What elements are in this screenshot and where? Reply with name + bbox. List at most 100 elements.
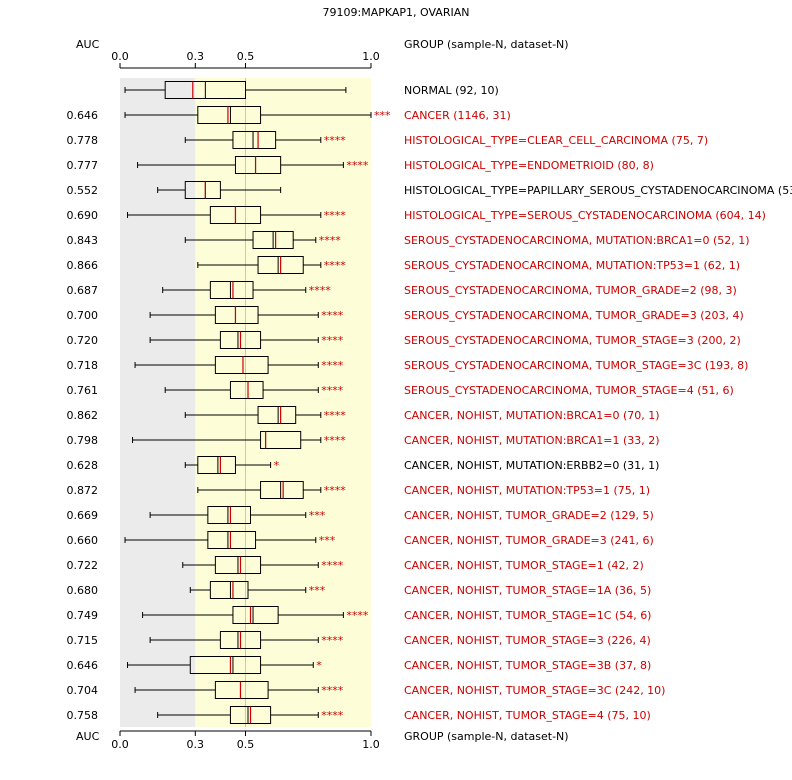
auc-value: 0.704 [67,684,99,697]
auc-value: 0.718 [67,359,99,372]
significance-stars: **** [346,159,369,172]
box-row: 0.872 **** CANCER, NOHIST, MUTATION:TP53=1… [67,481,650,499]
top-axis: AUC GROUP (sample-N, dataset-N) 0.0 0.3 0.… [76,38,569,69]
box-row: 0.700 **** SEROUS_CYSTADENOCARCINOMA, TUMO… [67,306,744,324]
box-row: 0.761 **** SEROUS_CYSTADENOCARCINOMA, TUMO… [67,381,734,399]
auc-value: 0.843 [67,234,99,247]
auc-value: 0.690 [67,209,99,222]
significance-stars: **** [321,309,344,322]
significance-stars: * [316,659,322,672]
auc-value: 0.680 [67,584,99,597]
auc-value: 0.646 [67,109,99,122]
bottom-tick-label: 0.3 [187,738,205,751]
group-label: CANCER, NOHIST, MUTATION:TP53=1 (75, 1) [404,484,650,497]
auc-value: 0.777 [67,159,99,172]
auc-value: 0.761 [67,384,99,397]
iqr-box [214,681,269,699]
auc-value: 0.749 [67,609,99,622]
box-row: 0.758 **** CANCER, NOHIST, TUMOR_STAGE=4 (… [67,706,651,724]
auc-value: 0.660 [67,534,99,547]
box-row: 0.715 **** CANCER, NOHIST, TUMOR_STAGE=3 (… [67,631,651,649]
group-label: CANCER, NOHIST, TUMOR_STAGE=1C (54, 6) [404,609,651,622]
group-header-bottom: GROUP (sample-N, dataset-N) [404,730,569,743]
group-label: SEROUS_CYSTADENOCARCINOMA, TUMOR_STAGE=3… [404,359,748,372]
iqr-box [232,606,279,624]
group-label: CANCER, NOHIST, TUMOR_STAGE=3C (242, 10) [404,684,665,697]
bottom-tick-label: 0.0 [111,738,129,751]
group-label: CANCER, NOHIST, TUMOR_GRADE=3 (241, 6) [404,534,654,547]
box-row: 0.704 **** CANCER, NOHIST, TUMOR_STAGE=3C … [67,681,665,699]
box-row: 0.690 **** HISTOLOGICAL_TYPE=SEROUS_CYSTAD… [67,206,766,224]
iqr-box [260,431,302,449]
box-row: 0.862 **** CANCER, NOHIST, MUTATION:BRCA1=… [67,406,660,424]
auc-value: 0.720 [67,334,99,347]
group-label: SEROUS_CYSTADENOCARCINOMA, MUTATION:BRCA… [404,234,750,247]
group-label: SEROUS_CYSTADENOCARCINOMA, TUMOR_STAGE=3… [404,334,741,347]
group-label: CANCER, NOHIST, MUTATION:ERBB2=0 (31, 1) [404,459,659,472]
group-label: SEROUS_CYSTADENOCARCINOMA, TUMOR_GRADE=2… [404,284,737,297]
iqr-box [229,381,264,399]
group-label: CANCER, NOHIST, TUMOR_STAGE=1A (36, 5) [404,584,651,597]
box-row: 0.843 **** SEROUS_CYSTADENOCARCINOMA, MUTA… [67,231,750,249]
group-label: HISTOLOGICAL_TYPE=PAPILLARY_SEROUS_CYSTA… [404,184,792,197]
significance-stars: **** [324,209,347,222]
significance-stars: **** [324,484,347,497]
auc-header-bottom: AUC [76,730,100,743]
iqr-box [197,106,262,124]
bottom-axis: AUC GROUP (sample-N, dataset-N) 0.0 0.3 0.… [76,730,569,751]
auc-value: 0.687 [67,284,99,297]
top-tick-label: 0.0 [111,50,129,63]
significance-stars: **** [309,284,332,297]
box-row: 0.660 *** CANCER, NOHIST, TUMOR_GRADE=3 (2… [67,531,654,549]
auc-value: 0.778 [67,134,99,147]
group-label: CANCER (1146, 31) [404,109,511,122]
auc-header-top: AUC [76,38,100,51]
box-row: 0.798 **** CANCER, NOHIST, MUTATION:BRCA1=… [67,431,660,449]
iqr-box [207,531,257,549]
significance-stars: **** [346,609,369,622]
group-label: HISTOLOGICAL_TYPE=SEROUS_CYSTADENOCARCIN… [404,209,766,222]
auc-value: 0.866 [67,259,99,272]
box-row: 0.777 **** HISTOLOGICAL_TYPE=ENDOMETRIOID … [67,156,654,174]
significance-stars: **** [319,234,342,247]
significance-stars: **** [321,359,344,372]
significance-stars: *** [374,109,391,122]
shaded-region [120,78,371,727]
significance-stars: *** [319,534,336,547]
significance-stars: **** [324,434,347,447]
iqr-box [214,356,269,374]
iqr-box [234,156,282,174]
top-tick-label: 0.3 [187,50,205,63]
significance-stars: **** [321,684,344,697]
auc-value: 0.700 [67,309,99,322]
box-row: 0.778 **** HISTOLOGICAL_TYPE=CLEAR_CELL_CA… [67,131,708,149]
auc-value: 0.552 [67,184,99,197]
box-row: 0.749 **** CANCER, NOHIST, TUMOR_STAGE=1C … [67,606,651,624]
box-row: 0.646 *** CANCER (1146, 31) [67,106,511,124]
group-label: SEROUS_CYSTADENOCARCINOMA, TUMOR_STAGE=4… [404,384,734,397]
iqr-box [209,581,249,599]
shade-low-region [120,78,196,727]
group-header-top: GROUP (sample-N, dataset-N) [404,38,569,51]
box-row: 0.687 **** SEROUS_CYSTADENOCARCINOMA, TUMO… [67,281,737,299]
group-label: CANCER, NOHIST, TUMOR_STAGE=1 (42, 2) [404,559,644,572]
iqr-box [189,656,262,674]
box-rows: NORMAL (92, 10) 0.646 *** CANCER (1146, 31)… [67,81,792,724]
group-label: CANCER, NOHIST, MUTATION:BRCA1=0 (70, 1) [404,409,660,422]
iqr-box [260,481,304,499]
top-tick-label: 1.0 [362,50,380,63]
iqr-box [214,306,259,324]
group-label: SEROUS_CYSTADENOCARCINOMA, TUMOR_GRADE=3… [404,309,744,322]
significance-stars: *** [309,509,326,522]
significance-stars: **** [321,334,344,347]
group-label: HISTOLOGICAL_TYPE=CLEAR_CELL_CARCINOMA (… [404,134,708,147]
iqr-box [209,281,254,299]
group-label: SEROUS_CYSTADENOCARCINOMA, MUTATION:TP53… [404,259,740,272]
iqr-box [197,456,236,474]
box-row: 0.718 **** SEROUS_CYSTADENOCARCINOMA, TUMO… [67,356,748,374]
significance-stars: **** [321,559,344,572]
auc-value: 0.669 [67,509,99,522]
auc-value: 0.872 [67,484,99,497]
chart-title: 79109:MAPKAP1, OVARIAN [323,6,470,19]
significance-stars: **** [321,634,344,647]
